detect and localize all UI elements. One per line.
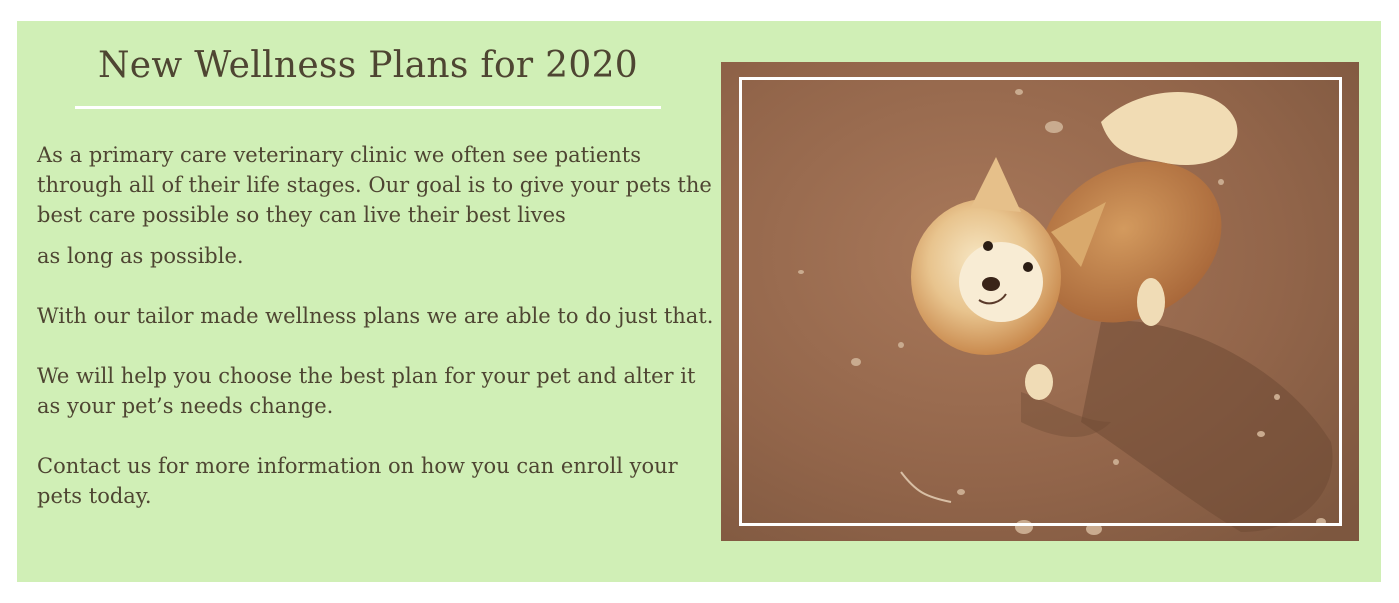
paragraph-wellness-plans: With our tailor made wellness plans we a…	[37, 304, 714, 328]
wellness-plans-panel: New Wellness Plans for 2020 As a primary…	[17, 21, 1381, 582]
title-divider	[75, 106, 661, 109]
section-body: As a primary care veterinary clinic we o…	[37, 140, 717, 541]
paragraph-intro-tail: as long as possible.	[37, 244, 244, 268]
paragraph-contact: Contact us for more information on how y…	[37, 454, 678, 508]
paragraph-choose-plan: We will help you choose the best plan fo…	[37, 364, 696, 418]
paragraph-intro: As a primary care veterinary clinic we o…	[37, 140, 717, 271]
dog-photo	[721, 62, 1359, 541]
section-title: New Wellness Plans for 2020	[97, 45, 638, 86]
dog-photo-illustration	[721, 62, 1359, 541]
paragraph-intro-main: As a primary care veterinary clinic we o…	[37, 143, 712, 227]
photo-frame-border	[739, 77, 1342, 526]
